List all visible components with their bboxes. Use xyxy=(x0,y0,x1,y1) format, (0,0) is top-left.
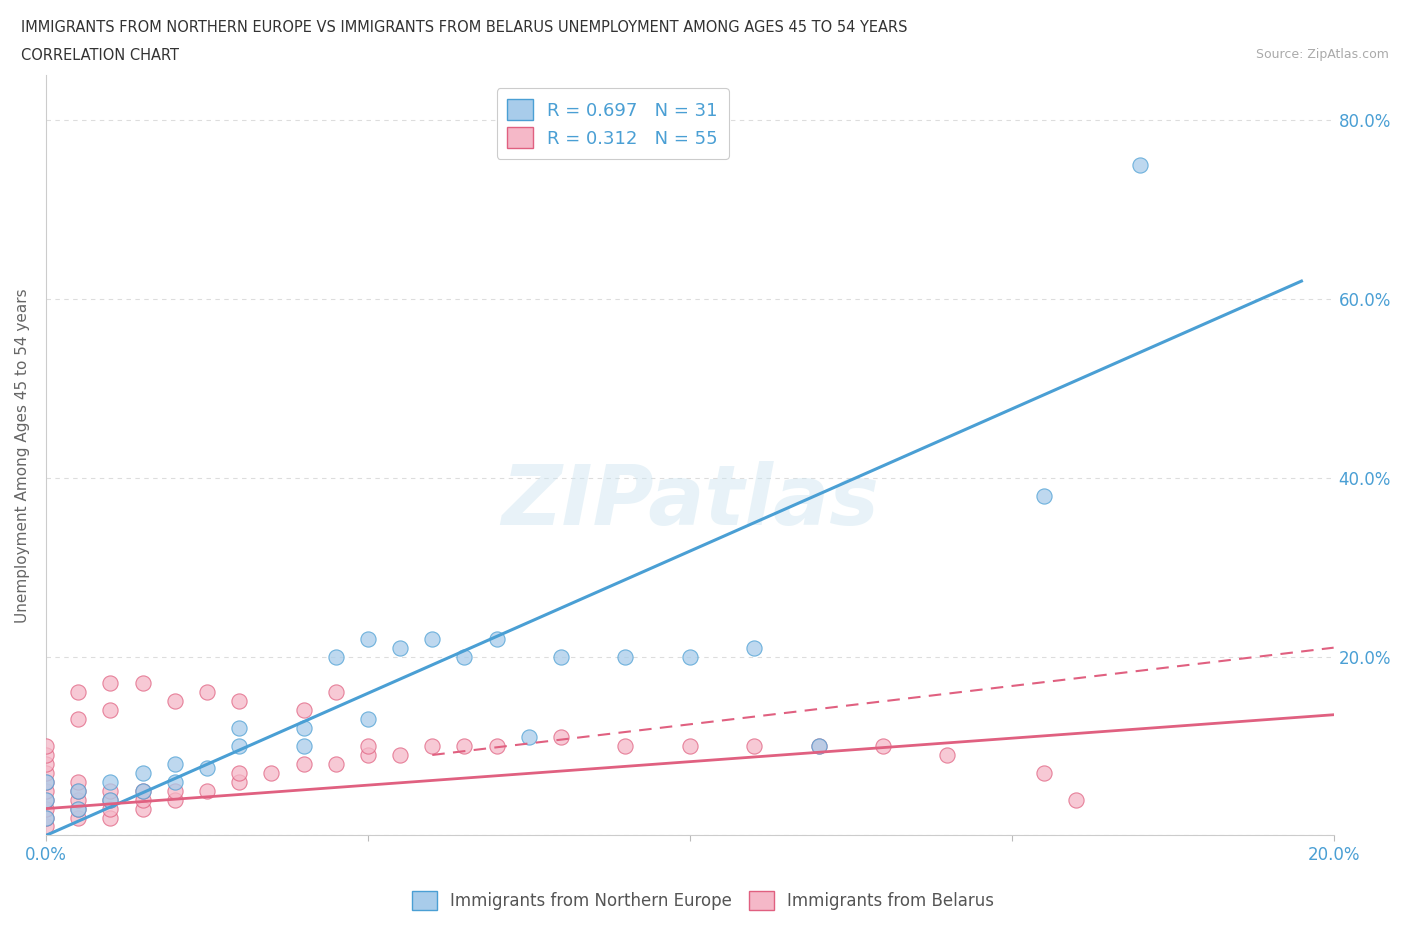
Point xyxy=(614,649,637,664)
Point xyxy=(67,801,90,816)
Point xyxy=(679,649,702,664)
Point xyxy=(35,783,58,798)
Point xyxy=(163,756,186,771)
Point xyxy=(228,765,250,780)
Point xyxy=(550,649,572,664)
Point xyxy=(228,738,250,753)
Point xyxy=(517,730,540,745)
Point xyxy=(35,748,58,763)
Point xyxy=(131,765,153,780)
Point xyxy=(98,792,121,807)
Point xyxy=(357,711,380,726)
Point xyxy=(679,738,702,753)
Point xyxy=(485,631,508,646)
Point xyxy=(35,756,58,771)
Point xyxy=(67,783,90,798)
Point xyxy=(485,738,508,753)
Point xyxy=(807,738,830,753)
Point xyxy=(131,676,153,691)
Y-axis label: Unemployment Among Ages 45 to 54 years: Unemployment Among Ages 45 to 54 years xyxy=(15,288,30,623)
Legend: Immigrants from Northern Europe, Immigrants from Belarus: Immigrants from Northern Europe, Immigra… xyxy=(405,884,1001,917)
Point xyxy=(420,631,443,646)
Point xyxy=(742,738,765,753)
Point xyxy=(357,631,380,646)
Point xyxy=(98,801,121,816)
Point xyxy=(872,738,894,753)
Point xyxy=(292,738,315,753)
Point xyxy=(325,684,347,699)
Point xyxy=(131,801,153,816)
Point xyxy=(807,738,830,753)
Point xyxy=(131,783,153,798)
Point xyxy=(98,703,121,718)
Point xyxy=(228,775,250,790)
Point xyxy=(357,738,380,753)
Legend: R = 0.697   N = 31, R = 0.312   N = 55: R = 0.697 N = 31, R = 0.312 N = 55 xyxy=(496,88,728,159)
Point xyxy=(292,703,315,718)
Point xyxy=(98,792,121,807)
Point xyxy=(35,775,58,790)
Point xyxy=(67,783,90,798)
Point xyxy=(35,801,58,816)
Point xyxy=(98,676,121,691)
Point xyxy=(742,640,765,655)
Point xyxy=(936,748,959,763)
Text: Source: ZipAtlas.com: Source: ZipAtlas.com xyxy=(1256,48,1389,61)
Point xyxy=(67,711,90,726)
Point xyxy=(420,738,443,753)
Point xyxy=(35,792,58,807)
Point xyxy=(163,783,186,798)
Point xyxy=(35,810,58,825)
Point xyxy=(325,649,347,664)
Point xyxy=(357,748,380,763)
Point xyxy=(260,765,283,780)
Point xyxy=(453,738,475,753)
Point xyxy=(67,810,90,825)
Point xyxy=(35,792,58,807)
Point xyxy=(389,640,412,655)
Text: ZIPatlas: ZIPatlas xyxy=(501,460,879,541)
Point xyxy=(195,761,218,776)
Point xyxy=(1064,792,1087,807)
Point xyxy=(389,748,412,763)
Point xyxy=(131,792,153,807)
Point xyxy=(35,765,58,780)
Point xyxy=(35,738,58,753)
Point xyxy=(1032,488,1054,503)
Point xyxy=(550,730,572,745)
Point xyxy=(67,801,90,816)
Point xyxy=(325,756,347,771)
Point xyxy=(195,783,218,798)
Point xyxy=(35,810,58,825)
Point xyxy=(67,792,90,807)
Point xyxy=(163,775,186,790)
Point xyxy=(67,684,90,699)
Point xyxy=(131,783,153,798)
Text: IMMIGRANTS FROM NORTHERN EUROPE VS IMMIGRANTS FROM BELARUS UNEMPLOYMENT AMONG AG: IMMIGRANTS FROM NORTHERN EUROPE VS IMMIG… xyxy=(21,20,908,35)
Point xyxy=(98,810,121,825)
Text: CORRELATION CHART: CORRELATION CHART xyxy=(21,48,179,63)
Point xyxy=(228,721,250,736)
Point xyxy=(163,694,186,709)
Point xyxy=(98,775,121,790)
Point xyxy=(35,819,58,834)
Point xyxy=(1129,157,1152,172)
Point xyxy=(195,684,218,699)
Point xyxy=(292,756,315,771)
Point xyxy=(614,738,637,753)
Point xyxy=(292,721,315,736)
Point xyxy=(228,694,250,709)
Point xyxy=(67,775,90,790)
Point xyxy=(98,783,121,798)
Point xyxy=(35,775,58,790)
Point xyxy=(1032,765,1054,780)
Point xyxy=(163,792,186,807)
Point xyxy=(453,649,475,664)
